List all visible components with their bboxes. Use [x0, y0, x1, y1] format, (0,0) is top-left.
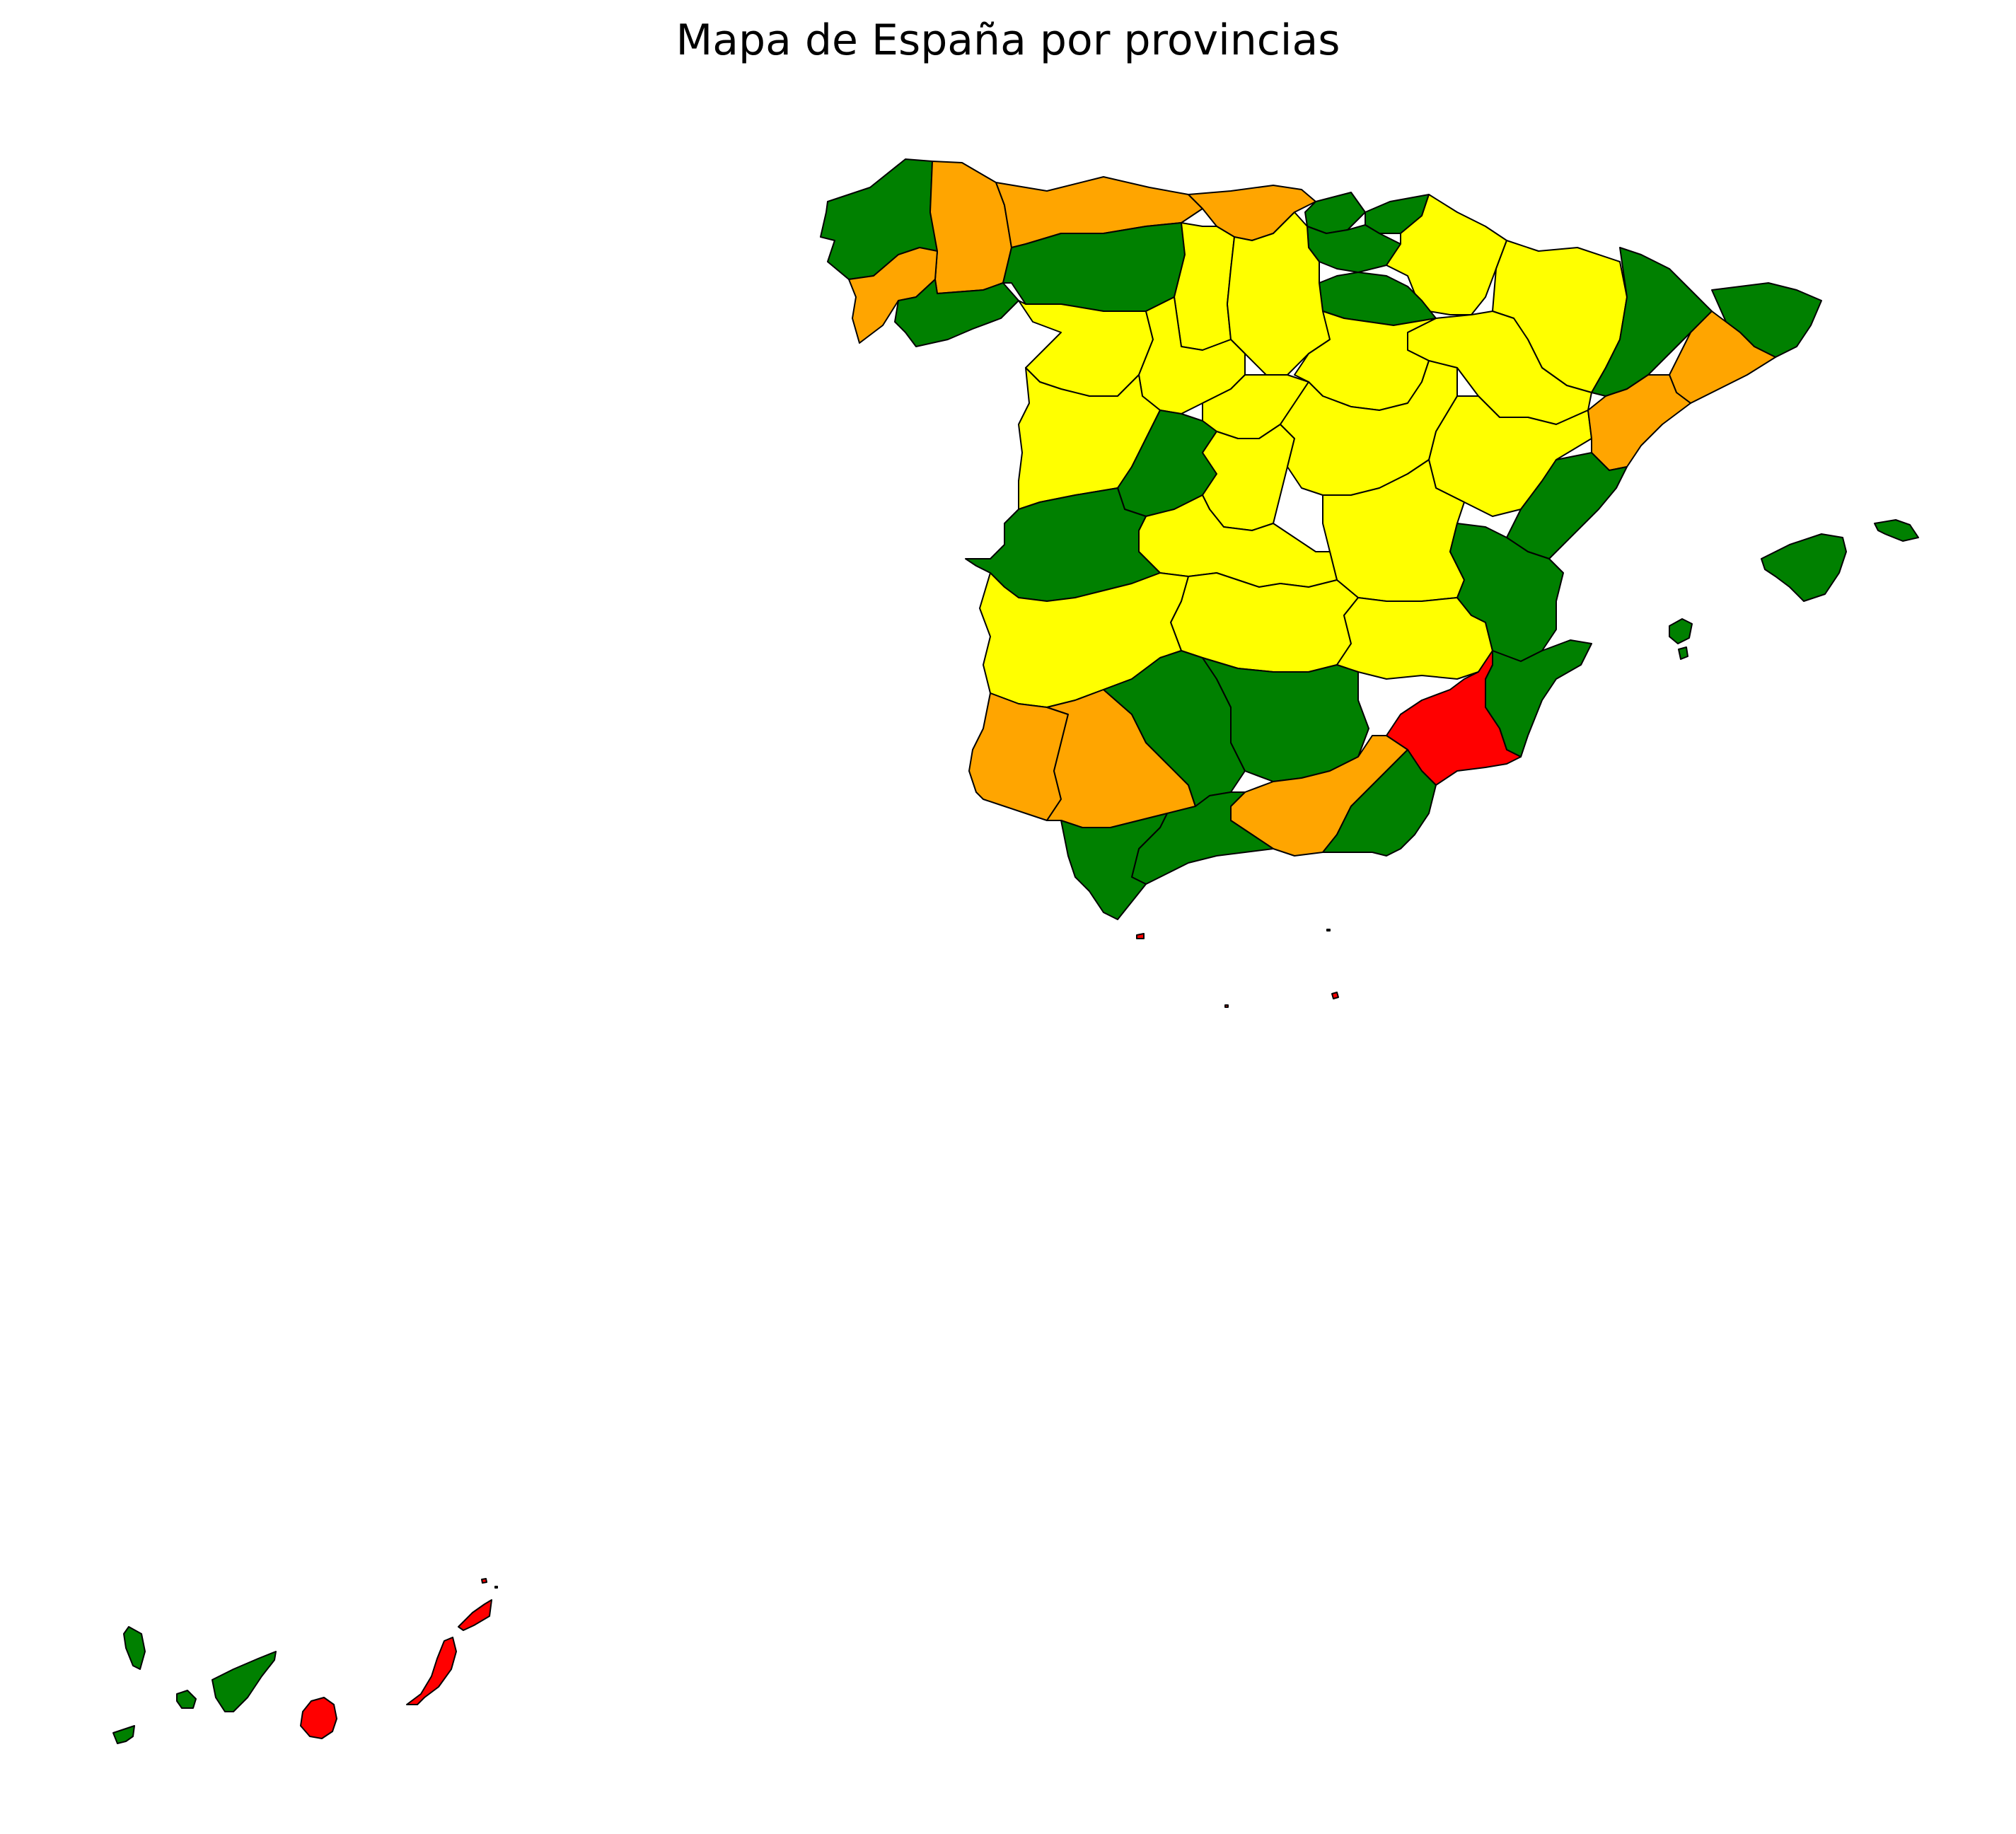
province-granada	[1230, 735, 1408, 857]
island-mallorca	[1761, 533, 1847, 602]
province-cadiz	[1060, 813, 1168, 920]
island-la-gomera	[176, 1690, 197, 1709]
province-lugo	[929, 161, 1012, 294]
city-ceuta	[1136, 933, 1145, 939]
province-navarra	[1386, 194, 1507, 315]
province-albacete	[1336, 597, 1493, 680]
province-barcelona	[1669, 310, 1776, 404]
island-la-palma	[123, 1626, 146, 1670]
island-gran-canaria	[300, 1697, 337, 1739]
province-huelva	[968, 692, 1069, 821]
island-fuerteventura	[406, 1637, 457, 1705]
islet-alboran	[1224, 1004, 1229, 1008]
province-palencia	[1174, 222, 1235, 351]
island-tenerife	[212, 1651, 277, 1712]
island-lanzarote	[458, 1599, 492, 1631]
map-title: Mapa de España por provincias	[676, 16, 1340, 65]
province-castellon	[1506, 452, 1628, 559]
province-ourense	[894, 279, 1019, 347]
islet-chafarinas	[1326, 929, 1331, 931]
island-menorca	[1874, 519, 1919, 542]
province-almeria	[1322, 749, 1437, 857]
islet-alegranza	[494, 1586, 498, 1589]
province-madrid	[1202, 424, 1295, 531]
province-murcia	[1386, 650, 1522, 786]
island-el-hierro	[112, 1725, 135, 1744]
island-ibiza	[1669, 618, 1693, 644]
province-tarragona	[1587, 374, 1691, 471]
island-formentera	[1678, 646, 1688, 660]
province-lleida	[1591, 247, 1713, 397]
island-la-graciosa	[481, 1578, 487, 1584]
city-melilla	[1331, 992, 1339, 999]
